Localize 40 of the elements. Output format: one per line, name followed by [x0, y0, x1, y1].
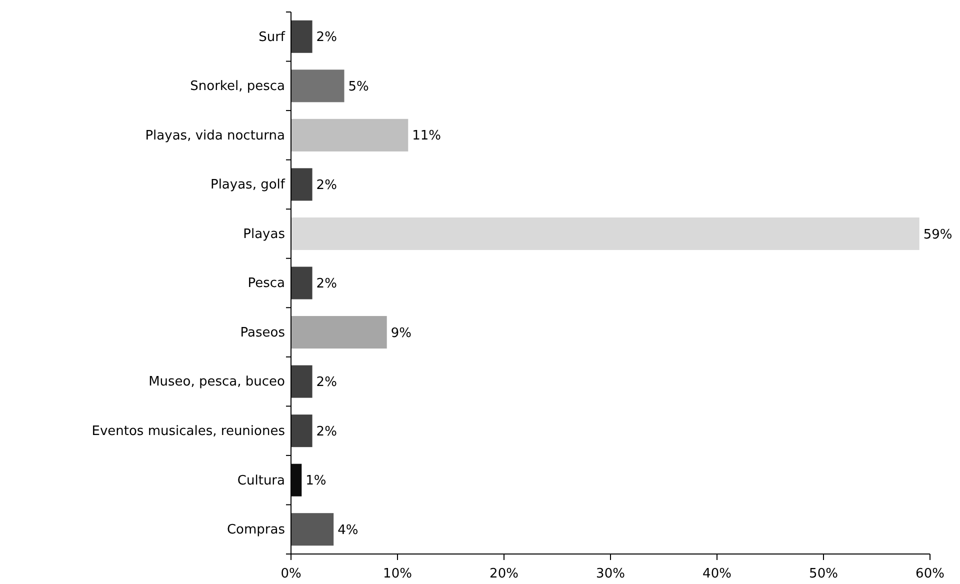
bar [291, 266, 312, 300]
bar [291, 20, 312, 53]
y-tick-label: Museo, pesca, buceo [148, 374, 286, 390]
y-tick-label: Paseos [240, 325, 286, 340]
x-tick-label: 50% [809, 566, 838, 582]
y-tick-label: Cultura [237, 473, 285, 488]
bar [291, 365, 312, 398]
data-label: 1% [306, 474, 326, 489]
data-label: 5% [348, 79, 369, 94]
x-tick-label: 30% [596, 566, 625, 582]
x-tick-label: 0% [280, 566, 302, 582]
bar [291, 168, 312, 201]
y-tick-label: Compras [226, 522, 286, 538]
x-tick-label: 20% [490, 566, 518, 582]
y-tick-label: Playas, vida nocturna [145, 128, 285, 144]
bar [291, 217, 920, 250]
data-label: 4% [338, 522, 358, 538]
data-label: 2% [316, 424, 337, 440]
data-label: 11% [412, 128, 442, 144]
bar [291, 513, 334, 546]
y-tick-label: Eventos musicales, reuniones [92, 424, 286, 439]
y-tick-label: Playas, golf [210, 178, 286, 193]
y-tick-label: Playas [243, 226, 286, 242]
bar [291, 414, 312, 448]
data-label: 9% [390, 326, 412, 341]
x-tick-label: 10% [383, 566, 412, 582]
data-label: 2% [316, 276, 337, 292]
y-tick-label: Pesca [248, 276, 285, 292]
x-tick-label: 40% [702, 566, 732, 582]
x-tick-label: 60% [916, 566, 944, 582]
data-label: 2% [316, 375, 337, 390]
bar [291, 70, 344, 102]
data-label: 59% [923, 227, 952, 242]
y-tick-label: Snorkel, pesca [190, 79, 285, 94]
bar [291, 316, 387, 349]
bar [291, 464, 302, 496]
y-tick-label: Surf [258, 30, 286, 45]
data-label: 2% [316, 178, 337, 194]
bar [291, 118, 408, 152]
data-label: 2% [316, 30, 337, 46]
